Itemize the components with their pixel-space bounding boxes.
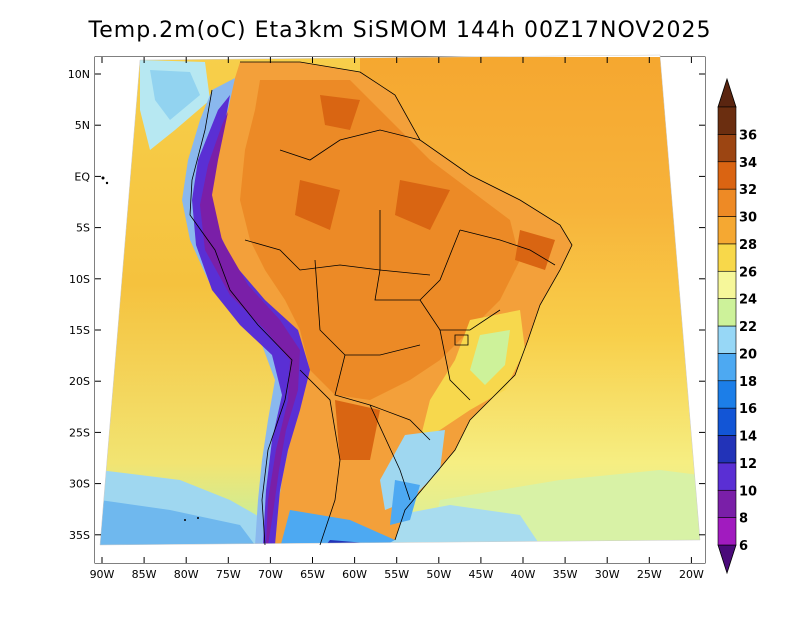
colorbar: 6 8 10 12 14 16 18 20 22 24 26 28 30 32 34 36 [717,77,757,575]
border-states-1 [374,210,461,301]
colorbar-label: 26 [739,265,757,280]
colorbar-label: 30 [739,211,757,226]
colorbar-label: 28 [739,238,757,253]
colorbar-label: 22 [739,320,757,335]
temperature-field [100,55,700,545]
lat-label: 10S [69,273,90,286]
map-title: Temp.2m(oC) Eta3km SiSMOM 144h 00Z17NOV2… [88,18,712,43]
colorbar-label: 16 [739,402,757,417]
border-states-4 [439,329,471,401]
andes-coldest-band [200,112,300,545]
colorbar-label: 10 [739,484,757,499]
lat-label: 30S [69,478,90,491]
galapagos-island [101,176,105,180]
border-uruguay [369,404,411,501]
colorbar-swatch [717,380,737,409]
lat-label: 15S [69,324,90,337]
lon-label: 50W [426,568,451,581]
colorbar-label: 6 [739,539,748,554]
border-amazon [244,239,431,276]
colorbar-swatch [717,270,737,299]
colorbar-label: 8 [739,512,748,527]
atlantic-coastline [240,61,573,541]
lon-label: 35W [553,568,578,581]
cold-pacific-south [100,500,255,545]
lon-label: 90W [90,568,115,581]
lat-label: 10N [68,68,90,81]
colorbar-swatch [717,161,737,190]
cool-pacific-north-core [150,70,200,120]
colorbar-low-arrow [717,544,737,575]
colorbar-label: 20 [739,347,757,362]
pacific-coastline [189,89,293,546]
lon-label: 25W [637,568,662,581]
colorbar-swatch [717,216,737,245]
border-argentina [299,369,341,546]
lat-label: EQ [74,170,90,183]
lon-label: 60W [342,568,367,581]
lon-label: 40W [511,568,536,581]
colorbar-label: 14 [739,430,757,445]
colorbar-swatch [717,106,737,135]
colorbar-label: 18 [739,375,757,390]
lat-label: 20S [69,375,90,388]
colorbar-swatch [717,243,737,272]
latitude-axis: 10N 5N EQ 5S 10S 15S 20S 25S 30S 35S [68,68,705,542]
lon-label: 45W [468,568,493,581]
lat-label: 25S [69,426,90,439]
colorbar-high-arrow [717,77,737,108]
colorbar-label: 36 [739,128,757,143]
lat-label: 5N [75,119,90,132]
border-states-2 [459,229,556,266]
patagonia-cool [280,510,395,545]
colorbar-swatch [717,407,737,436]
lon-label: 55W [384,568,409,581]
colorbar-label: 12 [739,457,757,472]
political-boundaries [189,61,573,546]
pacific-island [184,519,186,521]
lon-label: 20W [679,568,704,581]
colorbar-swatch [717,188,737,217]
colorbar-swatch [717,435,737,464]
federal-district [454,334,469,346]
border-north [279,129,421,161]
colorbar-swatch [717,353,737,382]
lon-label: 85W [132,568,157,581]
lat-label: 5S [76,222,90,235]
colorbar-swatch [717,134,737,163]
lon-label: 70W [258,568,283,581]
south-brazil-cold [390,480,420,525]
colorbar-label: 32 [739,183,757,198]
lon-label: 75W [216,568,241,581]
colorbar-swatch [717,489,737,518]
colorbar-swatch [717,517,737,546]
colorbar-swatch [717,298,737,327]
small-islands [101,176,199,521]
pacific-island [197,517,199,519]
highlands-mild [470,330,510,385]
colorbar-swatch [717,325,737,354]
longitude-axis: 90W 85W 80W 75W 70W 65W 60W 55W 50W 45W 40W 35W 30W 2… [90,57,704,581]
colorbar-label: 24 [739,293,757,308]
lon-label: 65W [300,568,325,581]
lon-label: 80W [174,568,199,581]
colorbar-swatch [717,462,737,491]
lon-label: 30W [595,568,620,581]
colorbar-label: 34 [739,156,757,171]
domain-edge [99,54,701,546]
lat-label: 35S [69,529,90,542]
border-states-3 [419,299,501,331]
galapagos-island [105,181,109,185]
